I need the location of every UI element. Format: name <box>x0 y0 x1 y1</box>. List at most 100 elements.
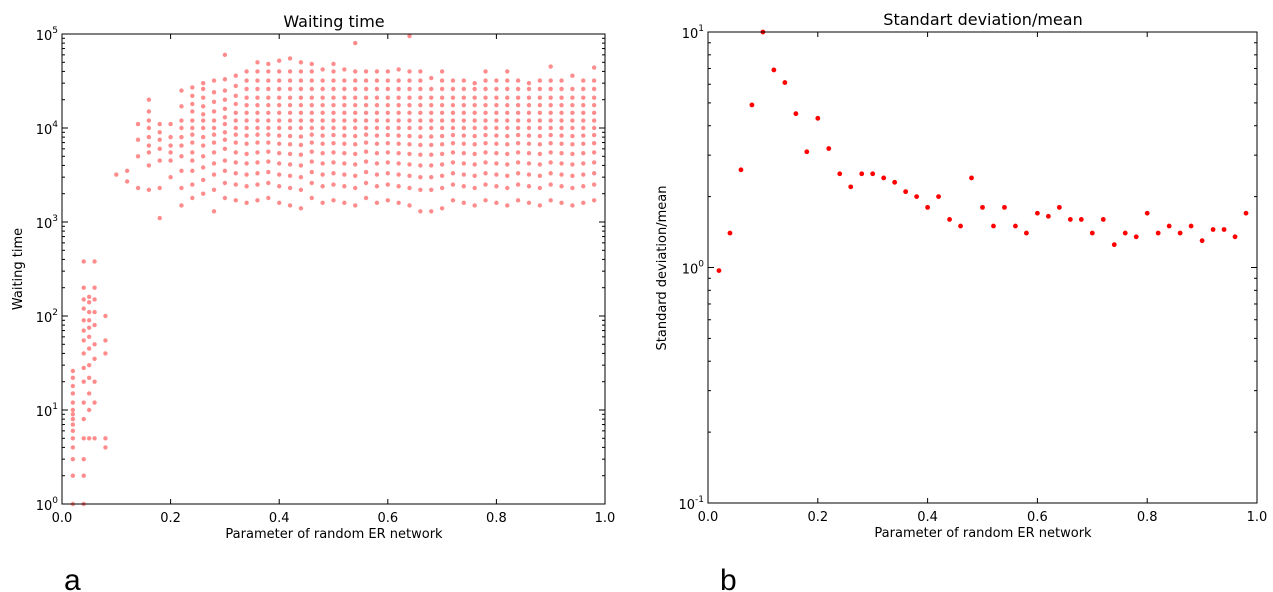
data-point <box>483 171 488 176</box>
data-point <box>266 110 271 116</box>
data-point <box>591 171 597 176</box>
data-point <box>450 171 456 176</box>
data-point <box>374 125 380 131</box>
data-point <box>277 133 282 138</box>
data-point <box>320 125 325 131</box>
data-point <box>903 189 909 195</box>
data-point <box>168 143 173 148</box>
data-point <box>385 118 390 123</box>
data-point <box>255 60 260 65</box>
data-point <box>548 95 553 100</box>
data-point <box>494 172 499 177</box>
data-point <box>559 172 564 177</box>
data-point <box>244 102 249 108</box>
data-point <box>298 86 304 92</box>
data-point <box>548 132 553 138</box>
data-point <box>581 110 586 116</box>
data-point <box>244 78 249 83</box>
data-point <box>1122 230 1128 236</box>
data-point <box>429 163 434 168</box>
data-point <box>494 150 499 156</box>
data-point <box>374 86 380 92</box>
chart-a-points <box>70 33 597 507</box>
data-point <box>353 162 358 167</box>
data-point <box>570 142 575 147</box>
data-point <box>439 133 445 139</box>
data-point <box>277 184 282 189</box>
data-point <box>255 95 260 100</box>
data-point <box>244 133 249 138</box>
data-point <box>749 102 755 108</box>
data-point <box>429 209 434 214</box>
data-point <box>396 172 401 177</box>
data-point <box>168 121 173 127</box>
data-point <box>1210 227 1216 232</box>
data-point <box>81 285 86 290</box>
data-point <box>298 110 304 116</box>
data-point <box>559 125 564 131</box>
data-point <box>287 151 293 157</box>
data-point <box>266 69 271 74</box>
data-point <box>837 171 843 177</box>
data-point <box>396 125 401 131</box>
chart-a-xtick-label: 0.4 <box>269 511 290 526</box>
data-point <box>200 134 206 140</box>
data-point <box>86 375 92 381</box>
data-point <box>548 110 553 116</box>
data-point <box>407 110 412 116</box>
data-point <box>331 198 336 203</box>
data-point <box>374 150 380 156</box>
chart-a-xtick-label: 1.0 <box>595 511 616 526</box>
data-point <box>255 171 260 176</box>
data-point <box>190 101 195 107</box>
data-point <box>277 69 282 74</box>
data-point <box>92 379 97 384</box>
data-point <box>266 132 271 137</box>
data-point <box>738 167 744 173</box>
data-point <box>353 151 358 157</box>
data-point <box>363 118 369 123</box>
data-point <box>591 95 597 100</box>
data-point <box>190 93 195 99</box>
data-point <box>320 161 325 166</box>
chart-a-ytick-label: 103 <box>36 214 58 232</box>
data-point <box>537 110 543 116</box>
data-point <box>342 133 347 138</box>
data-point <box>429 95 434 100</box>
data-point <box>81 259 86 264</box>
data-point <box>450 132 456 138</box>
data-point <box>374 110 380 116</box>
data-point <box>1166 223 1172 229</box>
data-point <box>385 69 390 74</box>
data-point <box>483 150 488 155</box>
data-point <box>298 60 304 65</box>
data-point <box>86 436 92 441</box>
data-point <box>980 204 985 210</box>
data-point <box>255 160 260 165</box>
data-point <box>92 259 97 264</box>
data-point <box>1232 234 1238 240</box>
data-point <box>591 132 597 138</box>
data-point <box>255 150 260 155</box>
data-point <box>255 118 260 123</box>
data-point <box>570 173 575 179</box>
data-point <box>472 142 477 147</box>
data-point <box>548 140 553 146</box>
chart-a-xtick-label: 0.0 <box>52 511 73 526</box>
data-point <box>70 445 76 450</box>
data-point <box>70 456 76 462</box>
data-point <box>439 86 445 92</box>
data-point <box>266 149 271 154</box>
data-point <box>570 95 575 100</box>
data-point <box>418 134 423 139</box>
data-point <box>222 137 228 142</box>
chart-b-xtick-label: 1.0 <box>1247 510 1268 525</box>
data-point <box>353 110 358 116</box>
data-point <box>1188 223 1194 229</box>
data-point <box>277 95 282 100</box>
data-point <box>233 150 238 155</box>
chart-a-ytick-label: 105 <box>36 26 58 44</box>
data-point <box>277 125 282 131</box>
data-point <box>374 118 380 123</box>
data-point <box>190 109 195 114</box>
